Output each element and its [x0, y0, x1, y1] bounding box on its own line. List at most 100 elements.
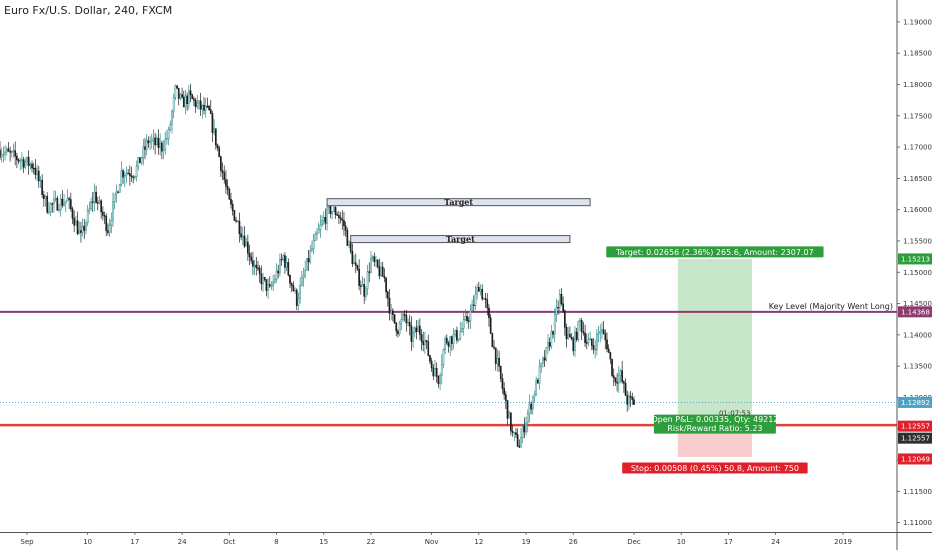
candle-body [7, 148, 10, 152]
candle-body [76, 220, 79, 235]
candle [71, 206, 74, 224]
candle [459, 321, 462, 341]
candle-body [144, 146, 146, 150]
candle-body [32, 167, 35, 170]
candle-body [118, 184, 121, 193]
x-tick-label: 2019 [834, 538, 852, 546]
candle-body [602, 329, 605, 334]
target-box [326, 198, 591, 207]
candle-body [472, 304, 475, 307]
candle [628, 392, 630, 410]
candle-body [128, 173, 131, 177]
candle [531, 395, 534, 415]
candle-body [449, 336, 452, 347]
candle [432, 363, 435, 381]
candle [614, 377, 617, 386]
candle-body [127, 172, 129, 175]
candle-body [553, 314, 556, 335]
candle [619, 368, 622, 384]
candle [225, 170, 227, 194]
candle-body [466, 316, 468, 322]
candle-body [123, 175, 126, 178]
candle-body [542, 357, 544, 364]
candle [479, 284, 482, 296]
candle-body [346, 230, 349, 246]
candle-body [250, 256, 253, 261]
candle-body [412, 332, 414, 342]
candle-body [230, 198, 232, 205]
candle-body [353, 262, 355, 265]
candle-body [110, 219, 113, 226]
candle [580, 318, 583, 341]
candle-body [537, 379, 539, 384]
candle [290, 282, 293, 293]
candle-body [96, 202, 99, 204]
x-tick-label: 10 [677, 538, 686, 546]
candle [64, 200, 67, 213]
candle [579, 317, 581, 332]
candle [289, 274, 291, 289]
y-tick-label: 1.11500 [903, 488, 932, 496]
candle-body [432, 367, 435, 377]
candle [0, 147, 3, 163]
candle-body [196, 102, 199, 107]
candle [415, 320, 418, 340]
candle-body [306, 258, 308, 271]
candle-body [182, 96, 185, 108]
candle [275, 263, 278, 283]
candle-body [434, 368, 436, 377]
candle-body [95, 191, 97, 203]
candle-body [574, 331, 576, 352]
candle [503, 381, 505, 400]
candle [371, 255, 374, 262]
candle [95, 185, 97, 204]
candle [543, 350, 546, 367]
candle-body [439, 375, 441, 384]
candle [172, 93, 175, 119]
candle [58, 203, 60, 213]
candle [243, 226, 246, 249]
candle-body [270, 285, 273, 287]
candle-body [339, 217, 342, 220]
candle [137, 156, 140, 171]
candle [125, 166, 128, 184]
candle [483, 297, 485, 300]
candle [577, 320, 580, 343]
candle [375, 255, 377, 268]
candle-body [93, 191, 96, 203]
candle [326, 204, 328, 231]
candle-body [626, 395, 629, 405]
candle [107, 223, 109, 236]
candle [230, 192, 232, 209]
candle [29, 162, 32, 170]
candle-body [27, 156, 30, 166]
candle-body [349, 241, 352, 252]
candle [53, 190, 55, 213]
candle-body [386, 291, 389, 299]
candle-body [147, 140, 150, 144]
candle-body [46, 196, 49, 213]
candle [569, 326, 571, 338]
candle-body [619, 370, 622, 376]
y-tick-label: 1.15000 [903, 269, 932, 277]
candle-body [442, 349, 445, 365]
candle [385, 277, 387, 299]
candle [496, 349, 499, 372]
candle [319, 215, 322, 238]
candle-body [169, 124, 172, 130]
candle-body [258, 267, 261, 275]
candle-body [599, 330, 602, 334]
candle-body [189, 90, 192, 96]
candle-body [354, 262, 357, 266]
candle [430, 357, 433, 372]
risk-reward-text: Risk/Reward Ratio: 5.23 [667, 424, 762, 433]
candle [285, 255, 288, 272]
candle-body [26, 156, 28, 163]
candle [526, 409, 529, 433]
candle [321, 215, 323, 228]
candle-body [304, 269, 307, 276]
candle-body [420, 334, 423, 342]
candle [221, 162, 224, 180]
candle [425, 339, 428, 350]
